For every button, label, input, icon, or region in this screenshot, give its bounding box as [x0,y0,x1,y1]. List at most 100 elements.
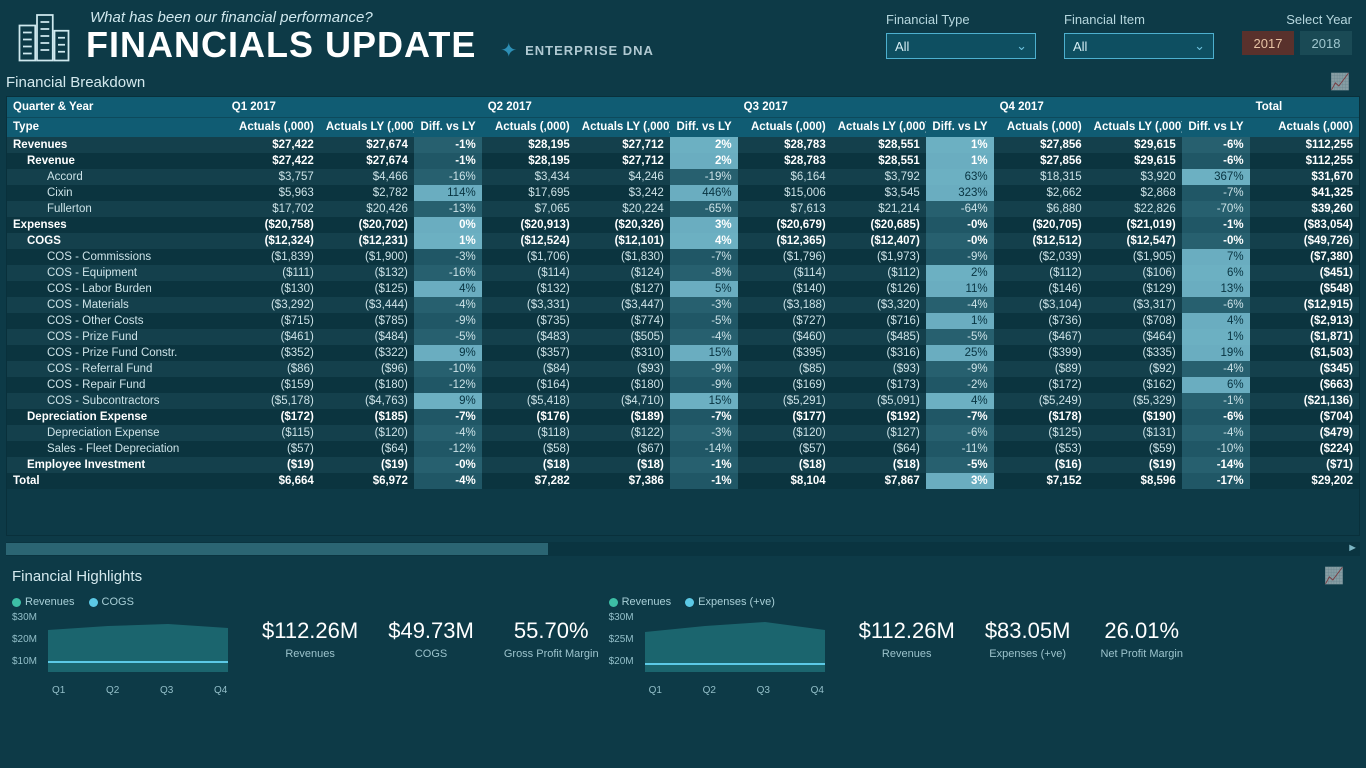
total-cell: ($71) [1250,457,1359,473]
diff-cell: -5% [414,329,482,345]
total-cell: $112,255 [1250,137,1359,153]
table-row[interactable]: Revenues$27,422$27,674-1%$28,195$27,7122… [7,137,1359,153]
diff-cell: -6% [1182,297,1250,313]
mini-chart[interactable]: $30M$20M$10MQ1Q2Q3Q4 [12,612,242,682]
table-row[interactable]: COS - Commissions($1,839)($1,900)-3%($1,… [7,249,1359,265]
total-cell: $41,325 [1250,185,1359,201]
financial-type-dropdown[interactable]: All ⌄ [886,33,1036,59]
diff-cell: -1% [414,137,482,153]
kpi-value: 26.01% [1100,618,1183,644]
financial-table-container: Quarter & Year Q1 2017 Q2 2017 Q3 2017 Q… [6,96,1360,536]
year-btn-2018[interactable]: 2018 [1300,31,1352,55]
table-row[interactable]: Expenses($20,758)($20,702)0%($20,913)($2… [7,217,1359,233]
value-cell: ($316) [832,345,926,361]
value-cell: ($21,019) [1088,217,1182,233]
table-row[interactable]: COS - Equipment($111)($132)-16%($114)($1… [7,265,1359,281]
value-cell: $28,195 [482,137,576,153]
value-cell: ($57) [226,441,320,457]
table-row[interactable]: Revenue$27,422$27,674-1%$28,195$27,7122%… [7,153,1359,169]
kpi-card: 55.70%Gross Profit Margin [504,618,599,660]
table-row[interactable]: COS - Subcontractors($5,178)($4,763)9%($… [7,393,1359,409]
financial-item-label: Financial Item [1064,12,1214,27]
diff-cell: 1% [926,313,994,329]
diff-cell: -13% [414,201,482,217]
value-cell: $18,315 [994,169,1088,185]
value-cell: ($132) [482,281,576,297]
diff-cell: -12% [414,377,482,393]
table-row[interactable]: COGS($12,324)($12,231)1%($12,524)($12,10… [7,233,1359,249]
financial-table[interactable]: Quarter & Year Q1 2017 Q2 2017 Q3 2017 Q… [7,97,1359,489]
value-cell: $6,972 [320,473,414,489]
table-row[interactable]: COS - Prize Fund($461)($484)-5%($483)($5… [7,329,1359,345]
chart-legend: RevenuesExpenses (+ve) [609,596,849,608]
value-cell: $7,282 [482,473,576,489]
table-row[interactable]: Accord$3,757$4,466-16%$3,434$4,246-19%$6… [7,169,1359,185]
scroll-right-icon[interactable]: ► [1347,542,1358,554]
value-cell: $20,224 [576,201,670,217]
header-q1: Q1 2017 [226,97,482,117]
value-cell: $27,712 [576,153,670,169]
table-row[interactable]: Total$6,664$6,972-4%$7,282$7,386-1%$8,10… [7,473,1359,489]
kpi-card: 26.01%Net Profit Margin [1100,618,1183,660]
table-row[interactable]: COS - Prize Fund Constr.($352)($322)9%($… [7,345,1359,361]
value-cell: ($16) [994,457,1088,473]
diff-cell: -7% [926,409,994,425]
diff-cell: 9% [414,345,482,361]
value-cell: ($172) [226,409,320,425]
value-cell: $27,674 [320,137,414,153]
value-cell: ($172) [994,377,1088,393]
table-row[interactable]: COS - Other Costs($715)($785)-9%($735)($… [7,313,1359,329]
kpi-label: Revenues [262,648,358,660]
table-row[interactable]: COS - Referral Fund($86)($96)-10%($84)($… [7,361,1359,377]
value-cell: ($460) [738,329,832,345]
horizontal-scrollbar[interactable]: ◄ ► [6,542,1360,556]
table-row[interactable]: Fullerton$17,702$20,426-13%$7,065$20,224… [7,201,1359,217]
value-cell: ($84) [482,361,576,377]
table-row[interactable]: Sales - Fleet Depreciation($57)($64)-12%… [7,441,1359,457]
diff-cell: 15% [670,345,738,361]
diff-cell: -10% [1182,441,1250,457]
value-cell: $6,164 [738,169,832,185]
table-row[interactable]: Depreciation Expense($172)($185)-7%($176… [7,409,1359,425]
table-row[interactable]: Depreciation Expense($115)($120)-4%($118… [7,425,1359,441]
financial-item-dropdown[interactable]: All ⌄ [1064,33,1214,59]
value-cell: ($120) [738,425,832,441]
value-cell: ($20,679) [738,217,832,233]
table-row[interactable]: COS - Materials($3,292)($3,444)-4%($3,33… [7,297,1359,313]
table-row[interactable]: Employee Investment($19)($19)-0%($18)($1… [7,457,1359,473]
table-row[interactable]: COS - Labor Burden($130)($125)4%($132)($… [7,281,1359,297]
value-cell: $5,963 [226,185,320,201]
chevron-down-icon: ⌄ [1194,38,1205,54]
diff-cell: -3% [670,297,738,313]
value-cell: $7,152 [994,473,1088,489]
diff-cell: 367% [1182,169,1250,185]
table-row[interactable]: Cixin$5,963$2,782114%$17,695$3,242446%$1… [7,185,1359,201]
value-cell: ($20,702) [320,217,414,233]
year-btn-2017[interactable]: 2017 [1242,31,1294,55]
diff-cell: 4% [670,233,738,249]
value-cell: ($173) [832,377,926,393]
y-axis-label: $10M [12,656,37,667]
diff-cell: 114% [414,185,482,201]
diff-cell: -4% [1182,361,1250,377]
value-cell: ($132) [320,265,414,281]
expand-icon[interactable]: 📈 [1330,72,1350,92]
diff-cell: -11% [926,441,994,457]
table-row[interactable]: COS - Repair Fund($159)($180)-12%($164)(… [7,377,1359,393]
value-cell: ($127) [576,281,670,297]
expand-icon[interactable]: 📈 [1324,566,1344,586]
value-cell: ($20,685) [832,217,926,233]
value-cell: ($357) [482,345,576,361]
total-cell: ($12,915) [1250,297,1359,313]
value-cell: ($112) [994,265,1088,281]
diff-cell: -0% [1182,233,1250,249]
scrollbar-thumb[interactable] [6,543,548,555]
x-axis-label: Q1 [52,685,65,696]
kpi-value: $83.05M [985,618,1071,644]
total-cell: ($1,503) [1250,345,1359,361]
mini-chart[interactable]: $30M$25M$20MQ1Q2Q3Q4 [609,612,839,682]
value-cell: $28,551 [832,153,926,169]
diff-cell: -64% [926,201,994,217]
row-label: Expenses [7,217,226,233]
value-cell: $29,615 [1088,137,1182,153]
